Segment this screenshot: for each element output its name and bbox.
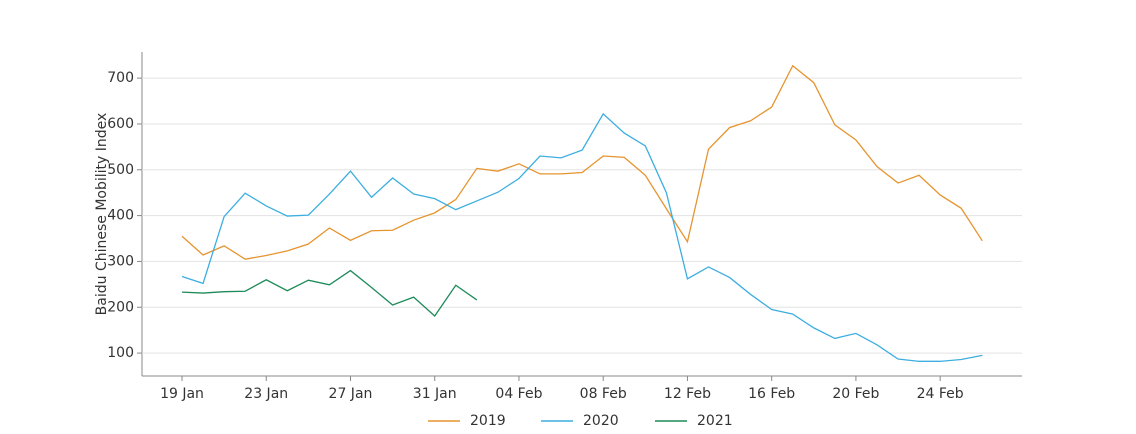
x-tick-label: 23 Jan	[244, 386, 288, 402]
series-line	[181, 112, 983, 362]
y-tick-label: 300	[107, 253, 134, 269]
y-tick-label: 500	[107, 162, 134, 178]
x-tick-label: 19 Jan	[160, 386, 204, 402]
series-line	[181, 269, 478, 317]
x-tick-label: 12 Feb	[664, 386, 711, 402]
legend-label: 2019	[470, 413, 506, 429]
x-tick-label: 24 Feb	[917, 386, 964, 402]
x-tick-label: 08 Feb	[580, 386, 627, 402]
x-tick-label: 16 Feb	[748, 386, 795, 402]
y-tick-label: 100	[107, 345, 134, 361]
x-tick-label: 04 Feb	[495, 386, 542, 402]
y-tick-label: 700	[107, 70, 134, 86]
x-tick-label: 20 Feb	[832, 386, 879, 402]
x-tick-label: 31 Jan	[413, 386, 457, 402]
y-tick-label: 400	[107, 208, 134, 224]
y-tick-label: 600	[107, 116, 134, 132]
legend-label: 2021	[697, 413, 733, 429]
y-axis-label: Baidu Chinese Mobility Index	[94, 113, 110, 316]
x-tick-label: 27 Jan	[329, 386, 373, 402]
series-line	[181, 64, 983, 260]
legend-label: 2020	[583, 413, 619, 429]
y-tick-label: 200	[107, 299, 134, 315]
